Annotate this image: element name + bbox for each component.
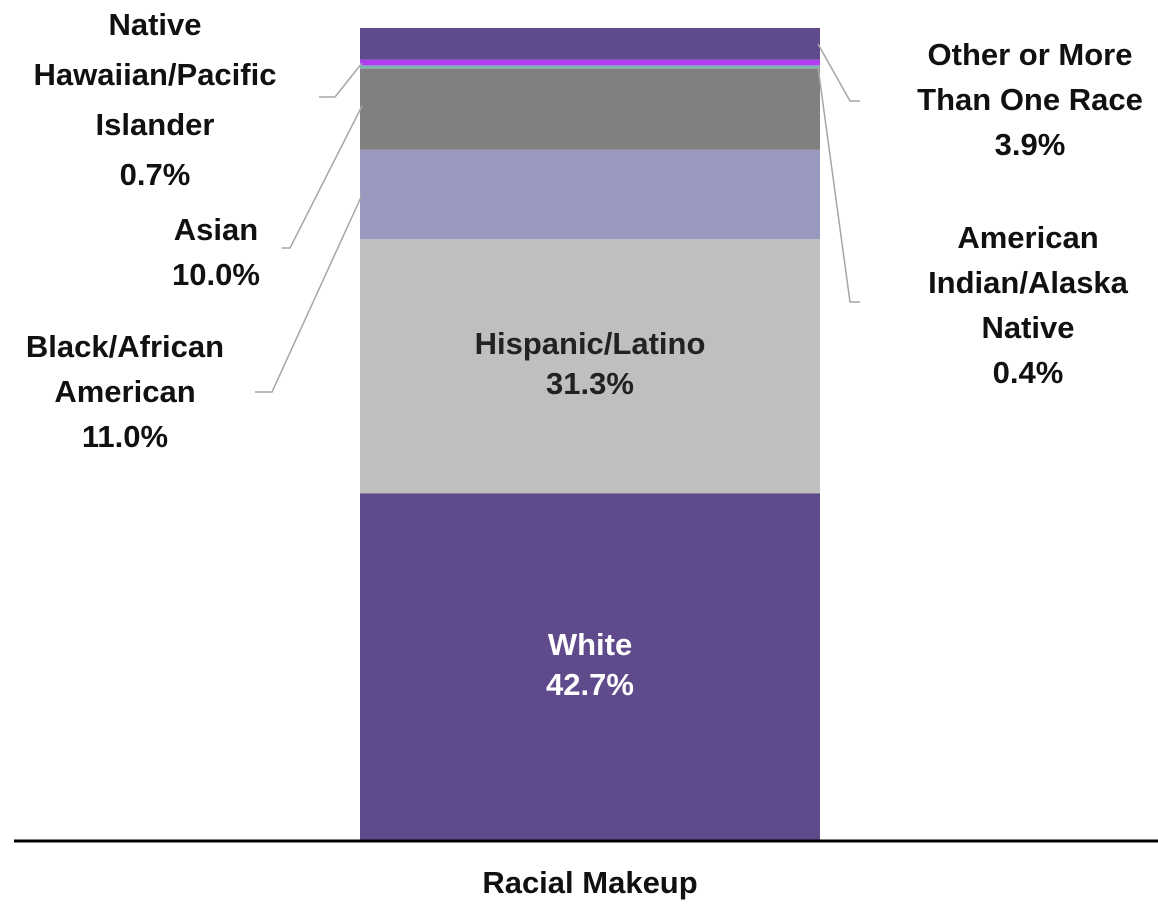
data-label-white: White 42.7% [546,627,634,702]
data-label-other-or-more-than-one-race: Other or More Than One Race 3.9% [917,37,1143,162]
data-label-line: Than One Race [917,82,1143,117]
data-label-line: Indian/Alaska [928,265,1129,300]
leader-line-native-hawaiian-pacific-islander [319,62,363,98]
leader-line-american-indian-alaska-native [817,66,860,303]
data-labels: White 42.7% Hispanic/Latino 31.3% Black/Afri… [26,7,1143,702]
data-label-line: Native [981,310,1074,345]
data-label-american-indian-alaska-native: American Indian/Alaska Native 0.4% [928,220,1129,390]
bar-segment-black-african-american [360,149,820,240]
data-label-black-african-american: Black/African American 11.0% [26,329,224,454]
data-label-line: White [548,627,632,662]
leader-line-other-or-more-than-one-race [817,43,860,102]
data-label-line: 3.9% [995,127,1066,162]
data-label-native-hawaiian-pacific-islander: Native Hawaiian/Pacific Islander 0.7% [34,7,277,192]
data-label-line: Other or More [928,37,1133,72]
data-label-line: American [957,220,1098,255]
leader-lines [255,43,860,393]
data-label-line: Native [108,7,201,42]
bar-segment-hispanic-latino [360,239,820,494]
data-label-line: 11.0% [82,419,168,454]
data-label-asian: Asian 10.0% [172,212,260,292]
data-label-line: 10.0% [172,257,260,292]
data-label-line: Islander [96,107,215,142]
data-label-hispanic-latino: Hispanic/Latino 31.3% [475,326,706,401]
bar-segment-native-hawaiian-pacific-islander [360,59,820,66]
x-axis-label: Racial Makeup [482,865,697,900]
bar-segment-other-or-more-than-one-race [360,28,820,60]
data-label-line: Hawaiian/Pacific [34,57,277,92]
data-label-line: Hispanic/Latino [475,326,706,361]
data-label-line: 0.7% [120,157,191,192]
data-label-line: Asian [174,212,258,247]
leader-line-black-african-american [255,194,363,393]
leader-line-asian [282,105,363,249]
bar-segment-asian [360,68,820,150]
bar-segment-white [360,493,820,840]
bar-segments [360,28,820,840]
data-label-line: 0.4% [993,355,1064,390]
data-label-line: 42.7% [546,667,634,702]
data-label-line: 31.3% [546,366,634,401]
data-label-line: American [54,374,195,409]
data-label-line: Black/African [26,329,224,364]
bar-segment-american-indian-alaska-native [360,65,820,69]
